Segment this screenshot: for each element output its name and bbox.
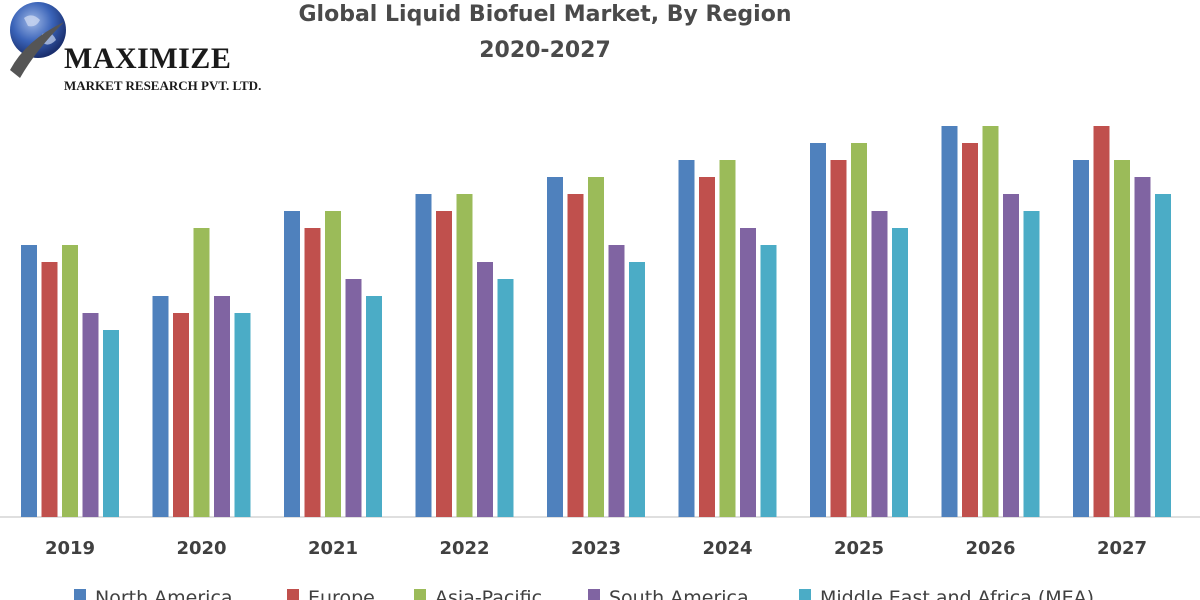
- legend-label-0: North America: [95, 587, 233, 600]
- x-tick-label-2027: 2027: [1097, 538, 1147, 559]
- bar-north-america-2019: [21, 245, 37, 517]
- x-tick-label-2020: 2020: [176, 538, 226, 559]
- bar-asia-pacific-2021: [325, 211, 341, 517]
- bar-north-america-2020: [152, 296, 169, 517]
- bar-north-america-2025: [810, 143, 826, 517]
- bar-middle-east-and-africa-mea--2024: [760, 245, 777, 517]
- bar-asia-pacific-2023: [588, 177, 604, 517]
- bar-south-america-2025: [871, 211, 888, 517]
- x-tick-label-2023: 2023: [571, 538, 621, 559]
- bar-south-america-2020: [214, 296, 230, 517]
- bar-middle-east-and-africa-mea--2021: [366, 296, 382, 517]
- chart-subtitle: 2020-2027: [479, 38, 611, 63]
- legend-label-2: Asia-Pacific: [435, 587, 542, 600]
- bar-europe-2021: [304, 228, 321, 517]
- bar-europe-2020: [173, 313, 189, 517]
- bar-middle-east-and-africa-mea--2025: [892, 228, 908, 517]
- bar-europe-2025: [830, 160, 847, 517]
- bar-north-america-2021: [284, 211, 300, 517]
- legend-label-1: Europe: [308, 587, 375, 600]
- bar-europe-2024: [699, 177, 715, 517]
- bar-south-america-2022: [477, 262, 493, 517]
- bar-north-america-2024: [678, 160, 695, 517]
- bar-south-america-2024: [740, 228, 756, 517]
- bar-europe-2019: [41, 262, 58, 517]
- bar-south-america-2026: [1003, 194, 1019, 517]
- legend-swatch-3: [588, 589, 600, 600]
- bar-europe-2027: [1093, 126, 1110, 517]
- chart-title: Global Liquid Biofuel Market, By Region: [298, 2, 792, 27]
- x-tick-label-2019: 2019: [45, 538, 95, 559]
- bar-asia-pacific-2019: [62, 245, 78, 517]
- legend-swatch-0: [74, 589, 86, 600]
- bar-south-america-2023: [608, 245, 625, 517]
- bar-asia-pacific-2026: [982, 126, 999, 517]
- bar-asia-pacific-2022: [456, 194, 473, 517]
- bar-asia-pacific-2020: [193, 228, 210, 517]
- bar-north-america-2022: [415, 194, 432, 517]
- bar-north-america-2026: [941, 126, 958, 517]
- x-tick-label-2025: 2025: [834, 538, 884, 559]
- bar-south-america-2021: [345, 279, 362, 517]
- globe-icon: [10, 2, 66, 78]
- logo-name: MAXIMIZE: [64, 42, 232, 75]
- x-tick-label-2024: 2024: [702, 538, 752, 559]
- bar-middle-east-and-africa-mea--2027: [1155, 194, 1171, 517]
- bar-south-america-2027: [1134, 177, 1151, 517]
- logo-subtitle: MARKET RESEARCH PVT. LTD.: [64, 78, 262, 93]
- legend-label-4: Middle East and Africa (MEA): [820, 587, 1094, 600]
- bar-asia-pacific-2024: [719, 160, 736, 517]
- bar-middle-east-and-africa-mea--2019: [103, 330, 119, 517]
- legend-swatch-2: [414, 589, 426, 600]
- bar-europe-2022: [436, 211, 452, 517]
- x-tick-label-2021: 2021: [308, 538, 358, 559]
- bar-middle-east-and-africa-mea--2020: [234, 313, 251, 517]
- company-logo: MAXIMIZE MARKET RESEARCH PVT. LTD.: [6, 0, 276, 100]
- bar-middle-east-and-africa-mea--2023: [629, 262, 645, 517]
- bar-middle-east-and-africa-mea--2026: [1023, 211, 1040, 517]
- bar-europe-2023: [567, 194, 584, 517]
- legend-label-3: South America: [609, 587, 749, 600]
- bar-europe-2026: [962, 143, 978, 517]
- bar-middle-east-and-africa-mea--2022: [497, 279, 514, 517]
- x-tick-label-2022: 2022: [439, 538, 489, 559]
- bar-asia-pacific-2027: [1114, 160, 1130, 517]
- bar-north-america-2027: [1073, 160, 1089, 517]
- x-tick-label-2026: 2026: [965, 538, 1015, 559]
- bar-north-america-2023: [547, 177, 563, 517]
- legend-swatch-4: [799, 589, 811, 600]
- bar-south-america-2019: [82, 313, 99, 517]
- legend-swatch-1: [287, 589, 299, 600]
- bar-asia-pacific-2025: [851, 143, 867, 517]
